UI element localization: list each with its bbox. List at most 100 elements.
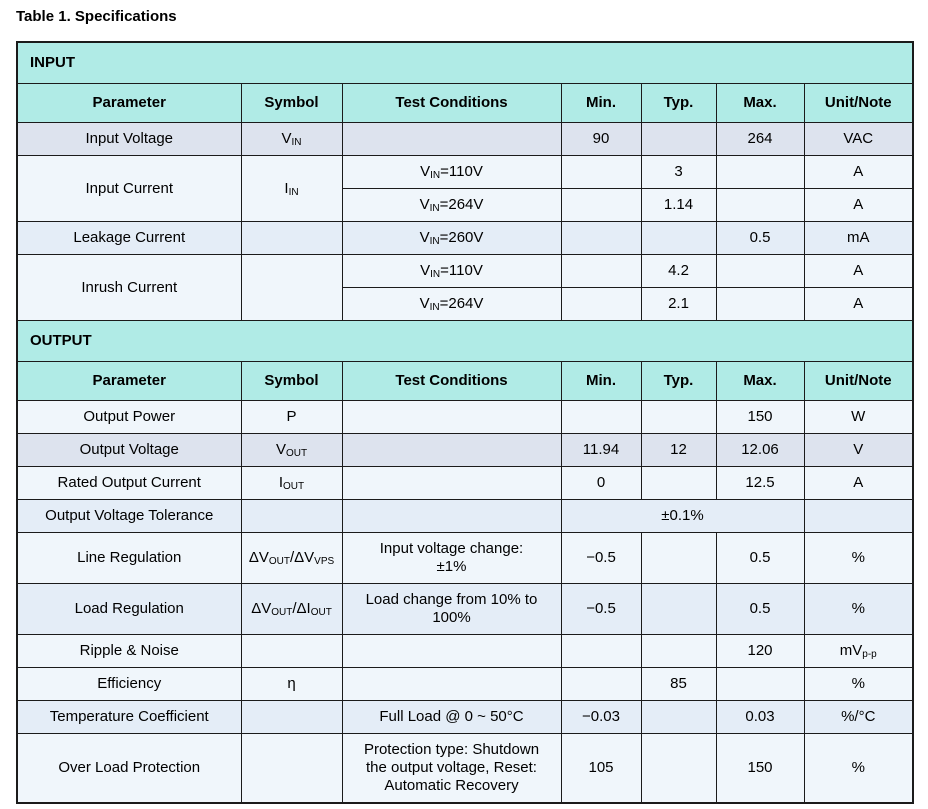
column-header-row: Parameter Symbol Test Conditions Min. Typ. Ma… [16,361,914,401]
typ-cell [640,466,717,500]
unit-cell: A [803,188,914,222]
max-cell: 12.06 [715,433,805,467]
condition-cell: Protection type: Shutdown the output volt… [341,733,562,804]
symbol-cell [240,499,343,533]
table-row: Load Regulation ΔVOUT/ΔIOUT Load change fr… [16,583,914,635]
parameter-cell: Over Load Protection [16,733,242,804]
max-cell: 0.5 [715,532,805,584]
max-cell [715,155,805,189]
symbol-cell: IIN [240,155,343,222]
column-header-symbol: Symbol [240,83,343,123]
table-row: Output Power P 150 W [16,400,914,434]
typ-cell [640,122,717,156]
max-cell: 0.03 [715,700,805,734]
parameter-cell: Temperature Coefficient [16,700,242,734]
unit-cell: VAC [803,122,914,156]
condition-cell: VIN=110V [341,254,562,288]
table-row: Input Voltage VIN 90 264 VAC [16,122,914,156]
parameter-cell: Efficiency [16,667,242,701]
typ-cell: 2.1 [640,287,717,321]
column-header-parameter: Parameter [16,361,242,401]
min-cell [560,221,642,255]
unit-cell: A [803,287,914,321]
table-row: Inrush Current VIN=110V 4.2 A [16,254,914,321]
condition-cell [341,499,562,533]
max-cell: 264 [715,122,805,156]
min-cell: 0 [560,466,642,500]
table-title: Table 1. Specifications [16,8,177,25]
max-cell [715,188,805,222]
table-row: Leakage Current VIN=260V 0.5 mA [16,221,914,255]
column-header-max: Max. [715,361,805,401]
condition-cell: VIN=264V [341,188,562,222]
symbol-cell: VOUT [240,433,343,467]
typ-cell [640,532,717,584]
section-row-output: OUTPUT [16,320,914,362]
max-cell: 150 [715,733,805,804]
condition-cell: Load change from 10% to 100% [341,583,562,635]
table-row: Rated Output Current IOUT 0 12.5 A [16,466,914,500]
table-row: Input Current IIN VIN=110V 3 A [16,155,914,222]
symbol-cell [240,634,343,668]
typ-cell [640,221,717,255]
column-header-min: Min. [560,83,642,123]
typ-cell [640,634,717,668]
section-row-input: INPUT [16,41,914,84]
typ-cell: 3 [640,155,717,189]
table-row: Line Regulation ΔVOUT/ΔVVPS Input voltage … [16,532,914,584]
unit-cell: A [803,155,914,189]
max-cell: 0.5 [715,583,805,635]
symbol-cell: η [240,667,343,701]
max-cell: 12.5 [715,466,805,500]
min-cell [560,667,642,701]
parameter-cell: Line Regulation [16,532,242,584]
parameter-cell: Input Voltage [16,122,242,156]
parameter-cell: Rated Output Current [16,466,242,500]
unit-cell: mA [803,221,914,255]
min-cell [560,188,642,222]
column-header-test-conditions: Test Conditions [341,83,562,123]
typ-cell [640,400,717,434]
table-row: Over Load Protection Protection type: Shu… [16,733,914,804]
unit-cell: A [803,466,914,500]
specifications-table: INPUT Parameter Symbol Test Conditions Min. T… [16,41,915,804]
unit-cell [803,499,914,533]
unit-cell: % [803,667,914,701]
typ-cell [640,700,717,734]
section-header-input: INPUT [16,41,914,84]
unit-cell: % [803,532,914,584]
max-cell [715,667,805,701]
parameter-cell: Load Regulation [16,583,242,635]
min-cell: −0.5 [560,532,642,584]
condition-cell: VIN=264V [341,287,562,321]
min-cell [560,254,642,288]
table-row: Efficiency η 85% [16,667,914,701]
unit-cell: % [803,733,914,804]
condition-cell [341,122,562,156]
column-header-parameter: Parameter [16,83,242,123]
min-cell [560,287,642,321]
max-cell: 120 [715,634,805,668]
parameter-cell: Inrush Current [16,254,242,321]
column-header-unit-note: Unit/Note [803,361,914,401]
specifications-table-body: INPUT Parameter Symbol Test Conditions Min. T… [16,41,914,804]
min-cell: 90 [560,122,642,156]
symbol-cell: ΔVOUT/ΔIOUT [240,583,343,635]
min-cell: 11.94 [560,433,642,467]
symbol-cell: VIN [240,122,343,156]
column-header-symbol: Symbol [240,361,343,401]
table-row: Temperature Coefficient Full Load @ 0 ~ 5… [16,700,914,734]
section-header-output: OUTPUT [16,320,914,362]
table-row: Output Voltage VOUT 11.94 12 12.06 V [16,433,914,467]
max-cell: 150 [715,400,805,434]
symbol-cell: IOUT [240,466,343,500]
condition-cell [341,466,562,500]
symbol-cell [240,221,343,255]
condition-cell: VIN=110V [341,155,562,189]
symbol-cell: P [240,400,343,434]
condition-cell [341,433,562,467]
min-cell: 105 [560,733,642,804]
unit-cell: W [803,400,914,434]
column-header-typ: Typ. [640,83,717,123]
